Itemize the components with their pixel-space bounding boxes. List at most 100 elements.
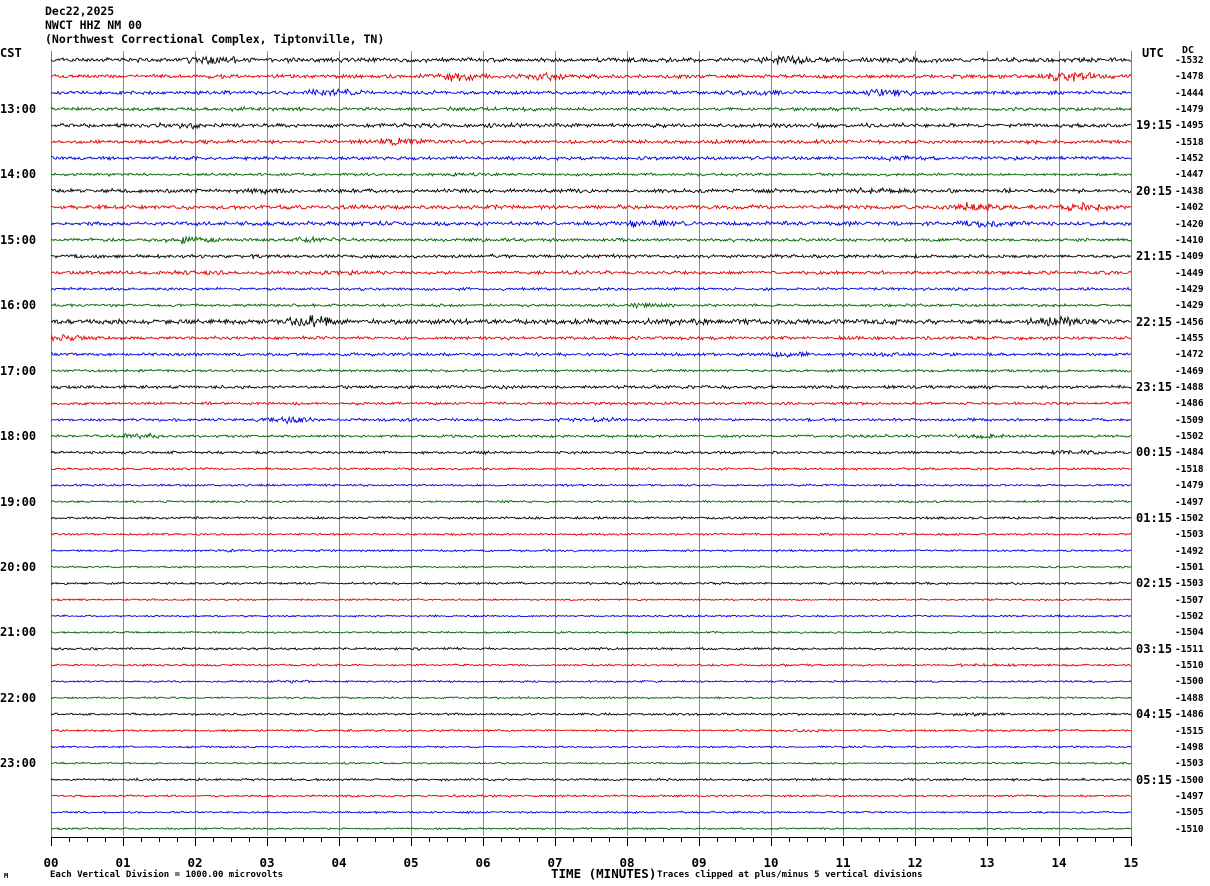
- x-axis-label-01: 01: [115, 855, 131, 870]
- seismic-trace-1930: [50, 532, 1132, 537]
- dc-value-28: -1502: [1175, 512, 1204, 524]
- chart-header: Dec22,2025 NWCT HHZ NM 00 (Northwest Cor…: [45, 4, 384, 46]
- gridline-minute-09: [699, 51, 700, 836]
- x-tick-minor: [429, 837, 430, 842]
- seismic-trace-1800: [50, 432, 1132, 440]
- x-tick-major-14: [1059, 837, 1060, 846]
- x-tick-minor: [789, 837, 790, 842]
- dc-value-41: -1515: [1175, 725, 1204, 737]
- dc-value-18: -1472: [1175, 349, 1204, 361]
- utc-axis-title: UTC: [1142, 46, 1164, 60]
- x-axis-label-00: 00: [43, 855, 59, 870]
- x-tick-minor: [105, 837, 106, 842]
- x-tick-minor: [285, 837, 286, 842]
- x-tick-major-15: [1131, 837, 1132, 846]
- gridline-minute-07: [555, 51, 556, 836]
- header-date: Dec22,2025: [45, 4, 115, 18]
- dc-value-1: -1478: [1175, 71, 1204, 83]
- seismic-trace-1400: [50, 171, 1132, 178]
- x-tick-minor: [573, 837, 574, 842]
- seismic-trace-2030: [50, 598, 1132, 602]
- x-tick-minor: [933, 837, 934, 842]
- dc-value-32: -1503: [1175, 578, 1204, 590]
- gridline-minute-11: [843, 51, 844, 836]
- seismic-trace-1945: [50, 548, 1132, 553]
- x-tick-minor: [681, 837, 682, 842]
- dc-axis-title: DC: [1182, 45, 1195, 56]
- utc-time-label-2015: 20:15: [1136, 183, 1173, 198]
- seismic-trace-1845: [50, 483, 1132, 488]
- x-tick-minor: [1113, 837, 1114, 842]
- x-tick-minor: [465, 837, 466, 842]
- x-axis-label-02: 02: [187, 855, 203, 870]
- x-tick-minor: [375, 837, 376, 842]
- x-tick-minor: [591, 837, 592, 842]
- gridline-minute-06: [483, 51, 484, 836]
- seismic-trace-1345: [50, 154, 1132, 163]
- x-tick-major-10: [771, 837, 772, 846]
- x-tick-minor: [1077, 837, 1078, 842]
- seismic-trace-2045: [50, 614, 1132, 618]
- seismic-trace-2145: [50, 679, 1132, 684]
- gridline-minute-04: [339, 51, 340, 836]
- x-axis-label-13: 13: [979, 855, 995, 870]
- utc-time-label-0315: 03:15: [1136, 641, 1173, 656]
- seismic-trace-1545: [50, 286, 1132, 292]
- seismic-trace-1915: [50, 515, 1132, 521]
- seismic-trace-2115: [50, 646, 1132, 651]
- dc-value-16: -1456: [1175, 316, 1204, 328]
- plot-right-border: [1131, 51, 1132, 837]
- header-station: NWCT HHZ NM 00: [45, 18, 142, 32]
- dc-value-6: -1452: [1175, 153, 1204, 165]
- x-tick-minor: [177, 837, 178, 842]
- x-tick-minor: [321, 837, 322, 842]
- cst-time-label-1400: 14:00: [0, 167, 37, 182]
- seismic-trace-2315: [50, 777, 1132, 782]
- seismic-trace-1900: [50, 499, 1132, 504]
- x-axis-label-03: 03: [259, 855, 275, 870]
- x-axis-label-06: 06: [475, 855, 491, 870]
- x-tick-minor: [159, 837, 160, 842]
- seismic-trace-1430: [50, 201, 1132, 213]
- dc-value-20: -1488: [1175, 382, 1204, 394]
- seismic-trace-1830: [50, 466, 1132, 471]
- dc-value-45: -1497: [1175, 790, 1204, 802]
- dc-value-14: -1429: [1175, 283, 1204, 295]
- x-tick-minor: [501, 837, 502, 842]
- dc-value-11: -1410: [1175, 234, 1204, 246]
- dc-value-4: -1495: [1175, 120, 1204, 132]
- dc-value-26: -1479: [1175, 480, 1204, 492]
- x-tick-minor: [879, 837, 880, 842]
- cst-time-label-2200: 22:00: [0, 690, 37, 705]
- cst-time-label-2100: 21:00: [0, 625, 37, 640]
- seismic-trace-2230: [50, 728, 1132, 733]
- gridline-minute-14: [1059, 51, 1060, 836]
- dc-value-17: -1455: [1175, 333, 1204, 345]
- seismic-trace-2200: [50, 695, 1132, 700]
- seismic-trace-2245: [50, 745, 1132, 749]
- x-tick-minor: [753, 837, 754, 842]
- x-tick-minor: [303, 837, 304, 842]
- x-tick-minor: [447, 837, 448, 842]
- x-tick-minor: [969, 837, 970, 842]
- x-tick-minor: [663, 837, 664, 842]
- dc-value-29: -1503: [1175, 529, 1204, 541]
- seismic-trace-1445: [50, 219, 1132, 228]
- x-tick-major-07: [555, 837, 556, 846]
- seismic-trace-1715: [50, 384, 1132, 391]
- x-tick-minor: [357, 837, 358, 842]
- x-tick-minor: [537, 837, 538, 842]
- dc-value-19: -1469: [1175, 365, 1204, 377]
- dc-value-3: -1479: [1175, 104, 1204, 116]
- x-axis-label-14: 14: [1051, 855, 1067, 870]
- seismic-trace-2300: [50, 761, 1132, 765]
- utc-time-label-0215: 02:15: [1136, 576, 1173, 591]
- seismic-trace-2130: [50, 662, 1132, 668]
- seismic-trace-1215: [50, 54, 1132, 66]
- cst-axis-title: CST: [0, 46, 22, 60]
- gridline-minute-02: [195, 51, 196, 836]
- seismic-trace-2215: [50, 711, 1132, 717]
- seismic-trace-1530: [50, 269, 1132, 277]
- gridline-minute-10: [771, 51, 772, 836]
- dc-value-10: -1420: [1175, 218, 1204, 230]
